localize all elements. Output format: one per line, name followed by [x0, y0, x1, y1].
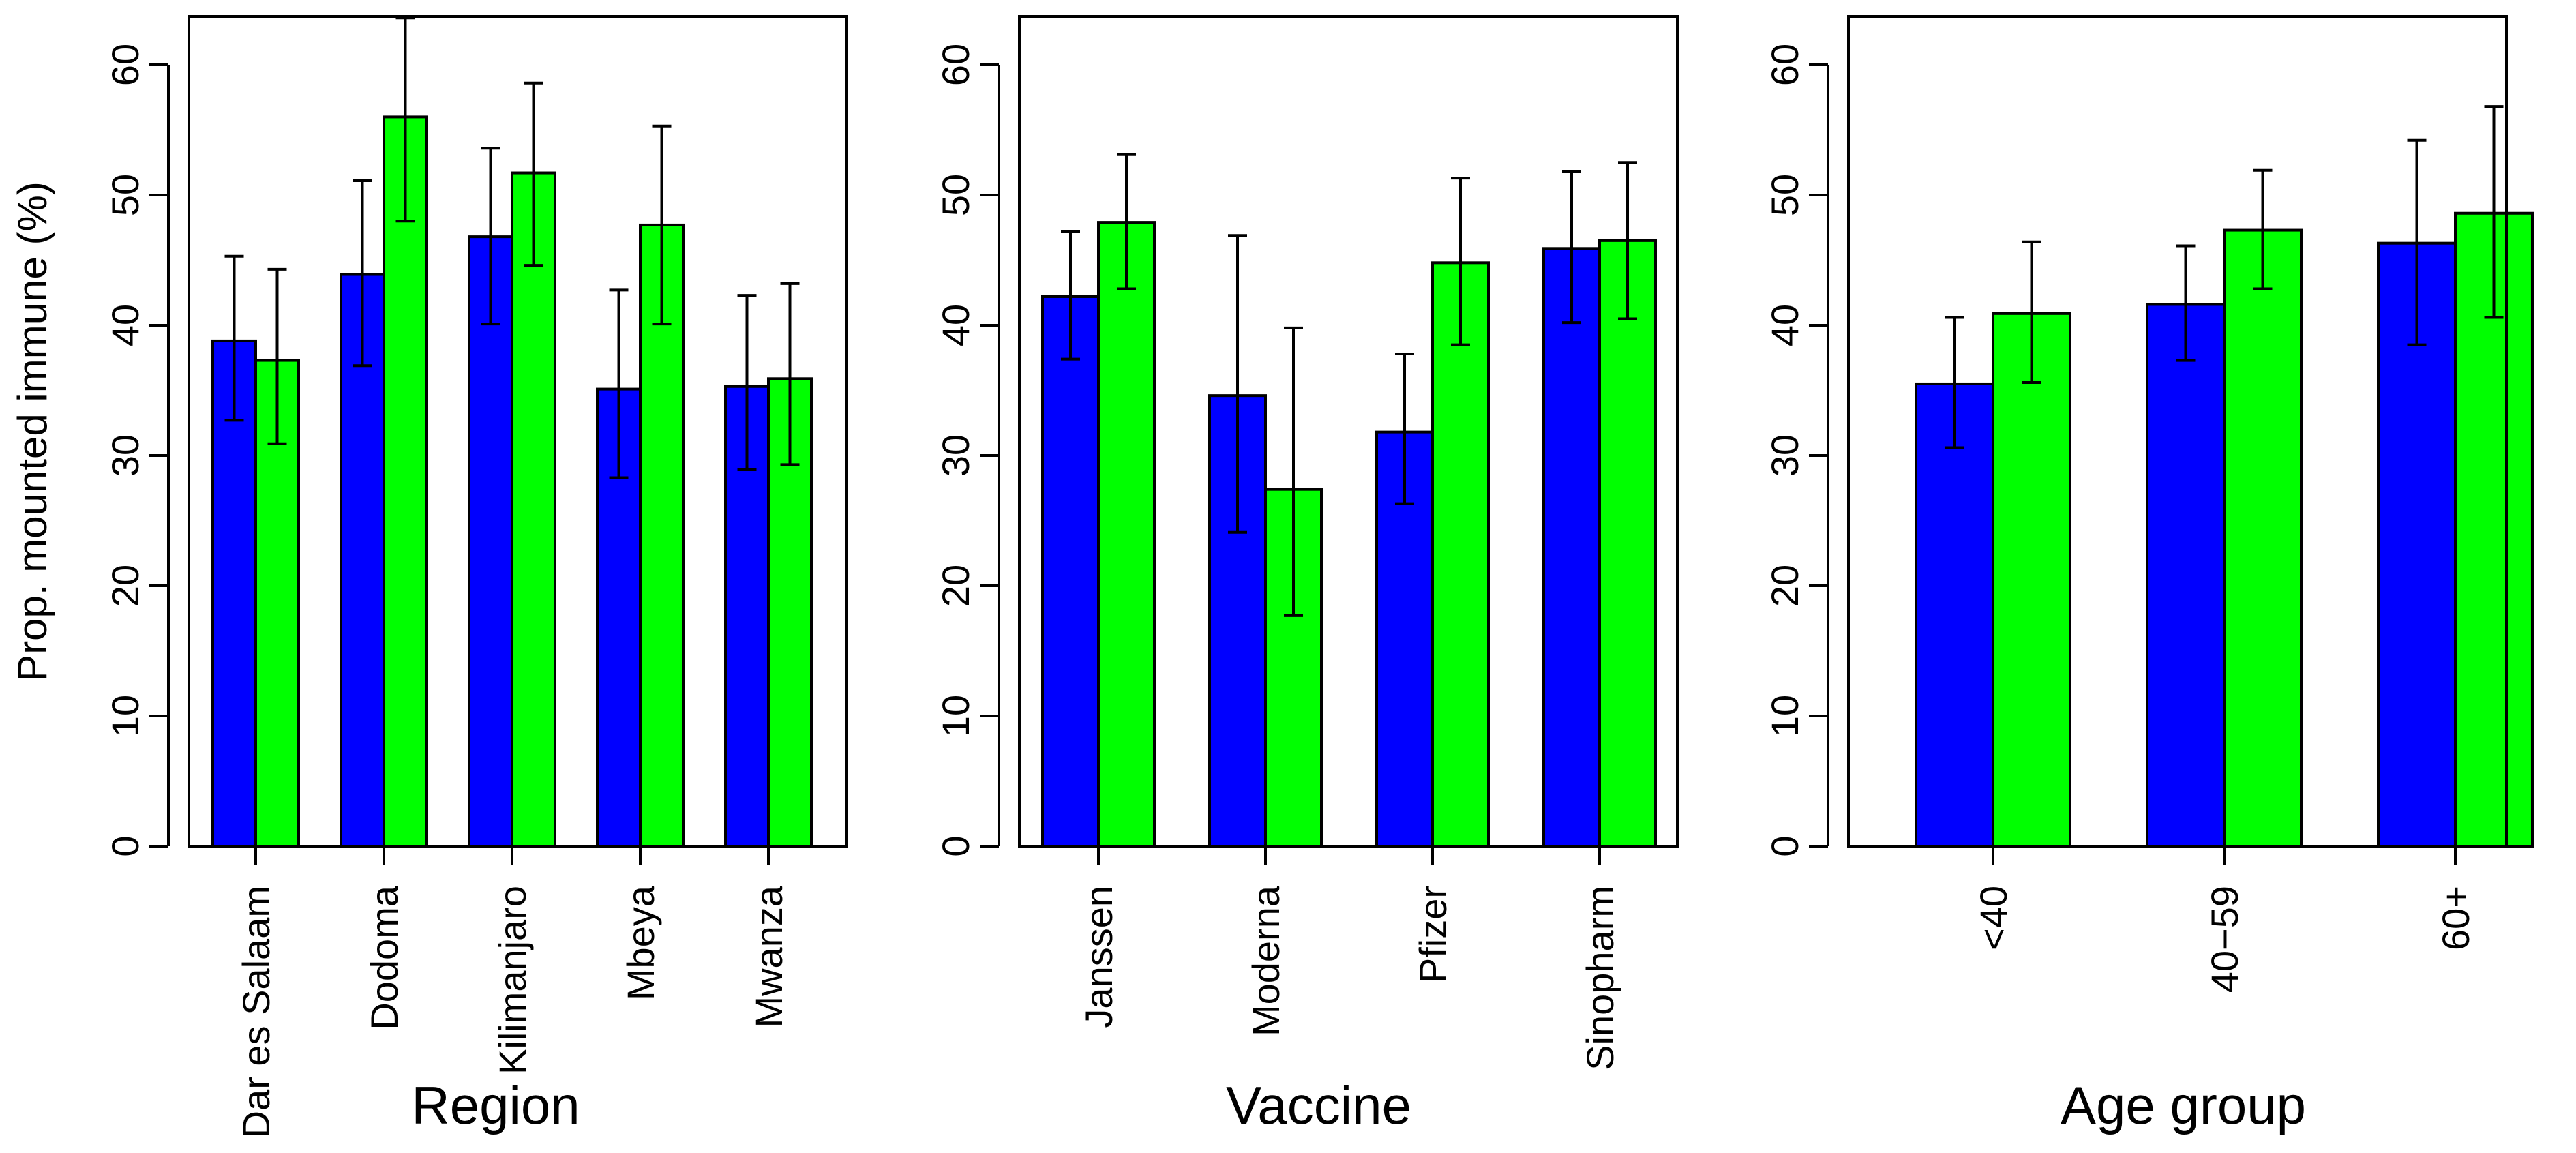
- y-tick-label: 10: [104, 695, 147, 737]
- y-tick-label: 40: [1763, 304, 1806, 346]
- bar-blue: [1915, 382, 1994, 848]
- x-tick-label: Janssen: [1077, 886, 1120, 1028]
- x-axis-title: Vaccine: [1226, 1075, 1411, 1135]
- y-tick-label: 50: [1763, 174, 1806, 216]
- x-tick-label: Mbeya: [619, 885, 662, 1000]
- chart-panel-vaccine: 0 10 20 30 40 50 60 Janssen Moderna Pfizer Sinopha…: [934, 15, 1679, 1135]
- bar-blue: [340, 273, 385, 848]
- chart-panel-region: 0 10 20 30 40 50 60 Dar es Salaam Dodoma Kilimanj…: [104, 15, 848, 1138]
- bar-green: [1992, 312, 2071, 848]
- y-tick-label: 20: [1763, 565, 1806, 607]
- y-tick-label: 40: [104, 304, 147, 346]
- y-tick-label: 20: [104, 565, 147, 607]
- y-tick-label: 0: [1763, 835, 1806, 856]
- x-tick-label: Dodoma: [363, 885, 406, 1030]
- x-tick-label: Sinopharm: [1578, 886, 1621, 1070]
- chart-panel-age: 0 10 20 30 40 50 60 <40 40−59 60+ Age group: [1763, 15, 2534, 1135]
- x-tick-label: Moderna: [1244, 885, 1287, 1036]
- y-tick-label: 0: [934, 835, 977, 856]
- bar-blue: [211, 339, 257, 848]
- plot-frame: [1018, 15, 1679, 848]
- bar-green: [1097, 221, 1156, 848]
- y-tick-label: 60: [104, 44, 147, 86]
- y-tick-label: 30: [1763, 434, 1806, 477]
- y-tick-label: 60: [1763, 44, 1806, 86]
- x-tick-label: Dar es Salaam: [235, 886, 278, 1138]
- plot-frame: [1847, 15, 2508, 848]
- y-tick-label: 0: [104, 835, 147, 856]
- bar-green: [1598, 239, 1657, 848]
- bar-green: [383, 115, 428, 848]
- y-tick-label: 10: [934, 695, 977, 737]
- x-tick-label: Mwanza: [747, 885, 790, 1028]
- bar-green: [2223, 228, 2303, 848]
- x-tick-label: Pfizer: [1411, 886, 1454, 983]
- bar-blue: [468, 235, 513, 848]
- y-tick-label: 30: [104, 434, 147, 477]
- bar-green: [511, 171, 556, 848]
- y-tick-label: 20: [934, 565, 977, 607]
- bar-green: [1431, 261, 1490, 848]
- x-tick-label: <40: [1972, 886, 2015, 950]
- y-tick-label: 10: [1763, 695, 1806, 737]
- x-tick-label: Kilimanjaro: [491, 886, 534, 1075]
- y-tick-label: 50: [934, 174, 977, 216]
- y-tick-label: 60: [934, 44, 977, 86]
- x-axis-title: Age group: [2061, 1075, 2306, 1135]
- y-axis-title: Prop. mounted immune (%): [10, 181, 55, 682]
- x-axis-title: Region: [411, 1075, 580, 1135]
- bar-blue: [1542, 247, 1601, 848]
- bar-blue: [1041, 295, 1100, 848]
- y-tick-label: 30: [934, 434, 977, 477]
- plot-frame: [188, 15, 848, 848]
- y-tick-label: 50: [104, 174, 147, 216]
- y-tick-label: 40: [934, 304, 977, 346]
- x-tick-label: 40−59: [2203, 886, 2246, 993]
- x-tick-label: 60+: [2434, 886, 2477, 950]
- bar-blue: [2146, 303, 2226, 848]
